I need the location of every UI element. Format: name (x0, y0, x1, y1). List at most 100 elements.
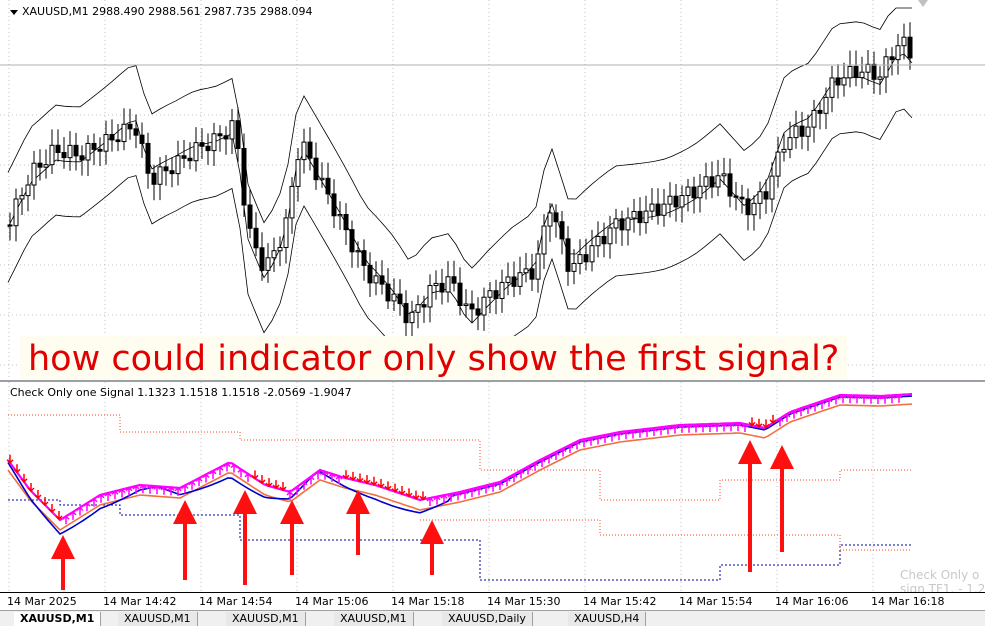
tab-chart-4[interactable]: XAUUSD,M1 (334, 612, 414, 626)
candle-body (907, 36, 913, 59)
candle-body (427, 285, 433, 308)
candle-body (175, 155, 181, 175)
candle-body (811, 109, 817, 128)
candle-body (397, 293, 403, 305)
down-arrow-icon (391, 483, 399, 493)
up-arrow-icon (531, 461, 539, 471)
candle-body (13, 198, 19, 227)
up-arrow-icon (650, 426, 658, 437)
candle-body (451, 276, 457, 284)
candle-body (163, 166, 169, 172)
candle-body (73, 144, 79, 157)
time-label: 14 Mar 16:06 (775, 595, 849, 608)
candle-body (817, 109, 823, 114)
candle-body (859, 71, 865, 79)
candle-body (511, 276, 517, 287)
up-arrow-icon (328, 472, 336, 482)
candle-body (661, 203, 667, 216)
up-arrow-icon (461, 489, 469, 499)
up-arrow-icon (181, 484, 189, 494)
candle-body (787, 137, 793, 150)
tab-chart-3[interactable]: XAUUSD,M1 (226, 612, 306, 626)
down-arrow-icon (384, 481, 392, 491)
up-arrow-icon (293, 485, 301, 495)
candle-body (7, 224, 13, 227)
candle-body (223, 135, 229, 140)
candle-body (277, 247, 283, 252)
candle-body (883, 56, 889, 78)
tab-chart-2[interactable]: XAUUSD,M1 (118, 612, 198, 626)
price-chart[interactable] (0, 0, 985, 380)
up-arrow-icon (804, 404, 812, 414)
candle-body (181, 155, 187, 159)
candle-body (847, 65, 853, 79)
up-arrow-icon (706, 422, 714, 432)
candle-body (835, 77, 841, 86)
candle-body (637, 210, 643, 224)
up-arrow-icon (601, 433, 609, 443)
candle-body (517, 272, 523, 287)
down-arrow-icon (356, 473, 364, 483)
candle-body (487, 290, 493, 298)
up-arrow-icon (346, 490, 370, 514)
candle-body (679, 195, 685, 208)
up-arrow-icon (420, 520, 444, 544)
candle-body (445, 276, 451, 293)
candle-body (607, 227, 613, 245)
tab-chart-1[interactable]: XAUUSD,M1 (14, 612, 102, 626)
time-label: 14 Mar 14:42 (103, 595, 177, 608)
up-arrow-icon (174, 486, 182, 496)
up-arrow-icon (545, 454, 553, 464)
candle-body (499, 281, 505, 299)
candle-body (19, 195, 25, 200)
up-arrow-icon (741, 422, 749, 432)
up-arrow-icon (615, 431, 623, 441)
up-arrow-icon (111, 490, 119, 500)
up-arrow-icon (790, 409, 798, 419)
candle-body (217, 133, 223, 137)
candle-body (697, 185, 703, 199)
candle-body (139, 134, 145, 144)
candle-body (559, 221, 565, 240)
down-arrow-icon (251, 470, 259, 480)
tab-chart-5[interactable]: XAUUSD,Daily (442, 612, 533, 626)
time-label: 14 Mar 15:42 (583, 595, 657, 608)
up-arrow-icon (538, 457, 546, 467)
indicator-pane[interactable] (0, 382, 985, 592)
candle-body (541, 225, 547, 255)
up-arrow-icon (286, 490, 294, 500)
symbol-info-text: XAUUSD,M1 2988.490 2988.561 2987.735 298… (22, 5, 313, 18)
candle-body (367, 264, 373, 284)
candle-body (349, 229, 355, 253)
candle-body (463, 303, 469, 306)
up-arrow-icon (713, 422, 721, 432)
down-arrow-icon (405, 488, 413, 498)
candle-body (109, 134, 115, 141)
up-arrow-icon (888, 394, 896, 404)
tab-chart-6[interactable]: XAUUSD,H4 (568, 612, 647, 626)
candle-body (529, 268, 535, 280)
down-arrow-icon (412, 490, 420, 500)
up-arrow-icon (881, 394, 889, 404)
candle-body (385, 283, 391, 302)
candle-body (325, 177, 331, 195)
up-arrow-icon (160, 485, 168, 495)
up-arrow-icon (188, 480, 196, 490)
up-arrow-icon (552, 450, 560, 460)
candle-body (601, 235, 607, 245)
up-arrow-icon (797, 407, 805, 417)
candle-body (235, 120, 241, 149)
up-arrow-icon (811, 402, 819, 412)
candle-body (331, 193, 337, 217)
pane-divider[interactable] (0, 380, 985, 382)
candle-body (565, 238, 571, 272)
candle-body (253, 227, 259, 249)
upper-band-line (7, 7, 912, 269)
candle-body (577, 254, 583, 264)
up-arrow-icon (314, 470, 322, 480)
candle-body (505, 276, 511, 283)
time-axis: 14 Mar 2025 14 Mar 14:42 14 Mar 14:54 14… (0, 592, 985, 611)
candle-body (625, 217, 631, 231)
dropdown-arrow-icon[interactable] (10, 9, 18, 15)
down-arrow-icon (34, 490, 42, 500)
